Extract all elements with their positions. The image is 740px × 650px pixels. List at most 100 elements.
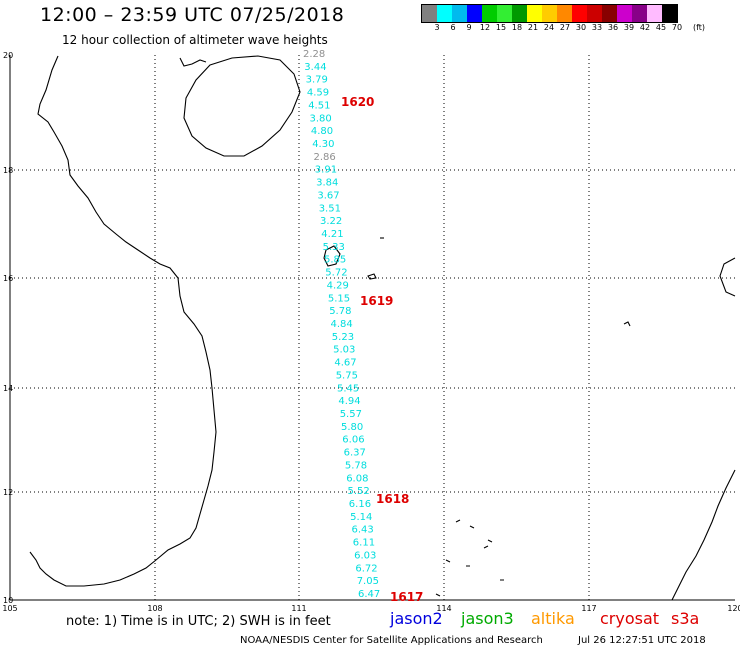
colorbar-swatch (602, 5, 617, 22)
colorbar-swatch (617, 5, 632, 22)
pass-id-label: 1618 (376, 492, 409, 506)
colorbar-swatch (557, 5, 572, 22)
colorbar-label: 12 (479, 23, 491, 32)
wave-height-value: 3.22 (320, 216, 342, 227)
wave-height-value: 3.51 (319, 203, 341, 214)
wave-height-value: 5.15 (328, 293, 350, 304)
wave-height-value: 6.11 (353, 538, 375, 549)
legend-altika-label: altika (531, 609, 575, 628)
latitude-tick-label: 18 (3, 166, 13, 175)
colorbar-label: 39 (623, 23, 635, 32)
map-subtitle: 12 hour collection of altimeter wave hei… (62, 33, 328, 47)
colorbar-label: 70 (671, 23, 683, 32)
credit-line: NOAA/NESDIS Center for Satellite Applica… (240, 635, 543, 646)
colorbar-swatch (632, 5, 647, 22)
coastline (29, 55, 736, 601)
wave-height-value: 4.29 (327, 280, 349, 291)
wave-height-value: 6.37 (344, 448, 366, 459)
axis-tick-labels: 105 108 111 114 117 120 20 18 16 14 12 10 (2, 51, 740, 613)
wave-height-value: 7.05 (357, 576, 379, 587)
colorbar-label: 33 (591, 23, 603, 32)
colorbar-swatch (572, 5, 587, 22)
generation-timestamp: Jul 26 12:27:51 UTC 2018 (578, 635, 706, 646)
colorbar-label: (ft) (692, 23, 706, 32)
colorbar-label: 42 (639, 23, 651, 32)
wave-height-value: 3.79 (306, 75, 328, 86)
wave-height-value: 5.45 (337, 383, 359, 394)
wave-height-value: 5.57 (340, 409, 362, 420)
footnote: note: 1) Time is in UTC; 2) SWH is in fe… (66, 614, 331, 629)
longitude-tick-label: 108 (147, 604, 162, 613)
wave-height-value: 4.84 (331, 319, 353, 330)
altimeter-wave-track: 2.28 3.44 3.79 4.594.51 3.80 4.80 4.30 2.86 3.91… (303, 49, 380, 600)
pass-id-label: 1620 (341, 95, 374, 109)
colorbar-swatch (647, 5, 662, 22)
wave-height-value: 5.52 (348, 486, 370, 497)
wave-height-value: 3.80 (310, 113, 332, 124)
wave-height-value: 5.23 (332, 332, 354, 343)
colorbar-label: 9 (466, 23, 472, 32)
wave-height-value: 3.84 (316, 178, 338, 189)
wave-height-value: 5.33 (323, 242, 345, 253)
longitude-tick-label: 105 (2, 604, 17, 613)
pass-id-labels: 1620 1619 1618 1617 (341, 95, 423, 604)
latitude-tick-label: 20 (3, 51, 13, 60)
colorbar-label: 30 (575, 23, 587, 32)
colorbar-label: 21 (527, 23, 539, 32)
wave-height-value: 4.67 (334, 358, 356, 369)
colorbar-label: 27 (559, 23, 571, 32)
colorbar-label: 6 (450, 23, 456, 32)
colorbar-label: 18 (511, 23, 523, 32)
wave-height-value: 3.67 (317, 190, 339, 201)
longitude-tick-label: 114 (436, 604, 451, 613)
colorbar-swatch (437, 5, 452, 22)
wave-height-value: 5.72 (325, 268, 347, 279)
colorbar-label: 15 (495, 23, 507, 32)
vietnam-coastline (29, 55, 217, 587)
wave-height-value: 4.21 (321, 229, 343, 240)
wave-height-value: 6.47 (358, 589, 380, 600)
latitude-tick-label: 10 (3, 596, 13, 605)
colorbar-label: 24 (543, 23, 555, 32)
wave-height-value: 2.28 (303, 49, 325, 60)
legend-s3a-label: s3a (671, 609, 700, 628)
colorbar-swatch (542, 5, 557, 22)
map-title: 12:00 – 23:59 UTC 07/25/2018 (40, 4, 345, 26)
wave-height-value: 3.44 (304, 62, 326, 73)
islet (367, 273, 377, 280)
wave-height-value: 5.78 (329, 306, 351, 317)
wave-height-value: 5.78 (345, 460, 367, 471)
wave-height-value: 2.86 (314, 152, 336, 163)
latitude-tick-label: 12 (3, 488, 13, 497)
wave-height-value: 5.85 (324, 255, 346, 266)
islet (623, 321, 631, 327)
colorbar-label: 45 (655, 23, 667, 32)
wave-height-value: 4.94 (338, 396, 360, 407)
longitude-tick-label: 120 (727, 604, 740, 613)
wave-height-value: 5.14 (350, 512, 372, 523)
wave-height-value: 4.30 (312, 139, 334, 150)
wave-height-value: 4.51 (308, 100, 330, 111)
gulf-of-tonkin-coast (179, 57, 207, 67)
hainan-island (183, 55, 301, 157)
wave-height-value: 6.72 (355, 563, 377, 574)
colorbar-labels: 3 6 9 12 15 18 21 24 27 30 33 36 39 42 45 70 (ft) (421, 23, 740, 35)
spratly-islets (435, 519, 504, 597)
pass-id-label: 1617 (390, 590, 423, 604)
philippines-coast (719, 257, 736, 297)
longitude-tick-label: 117 (581, 604, 596, 613)
colorbar-swatch (422, 5, 437, 22)
wave-height-value: 4.59 (307, 88, 329, 99)
colorbar-label: 36 (607, 23, 619, 32)
colorbar-swatch (512, 5, 527, 22)
paracel-islands (323, 245, 341, 267)
latitude-tick-label: 16 (3, 274, 13, 283)
legend-cryosat-label: cryosat (600, 609, 660, 628)
legend-jason2-label: jason2 (390, 609, 443, 628)
wave-height-value: 6.06 (342, 435, 364, 446)
colorbar-swatch (527, 5, 542, 22)
colorbar-swatch (587, 5, 602, 22)
wave-height-value: 6.03 (354, 550, 376, 561)
wave-height-value: 5.80 (341, 422, 363, 433)
